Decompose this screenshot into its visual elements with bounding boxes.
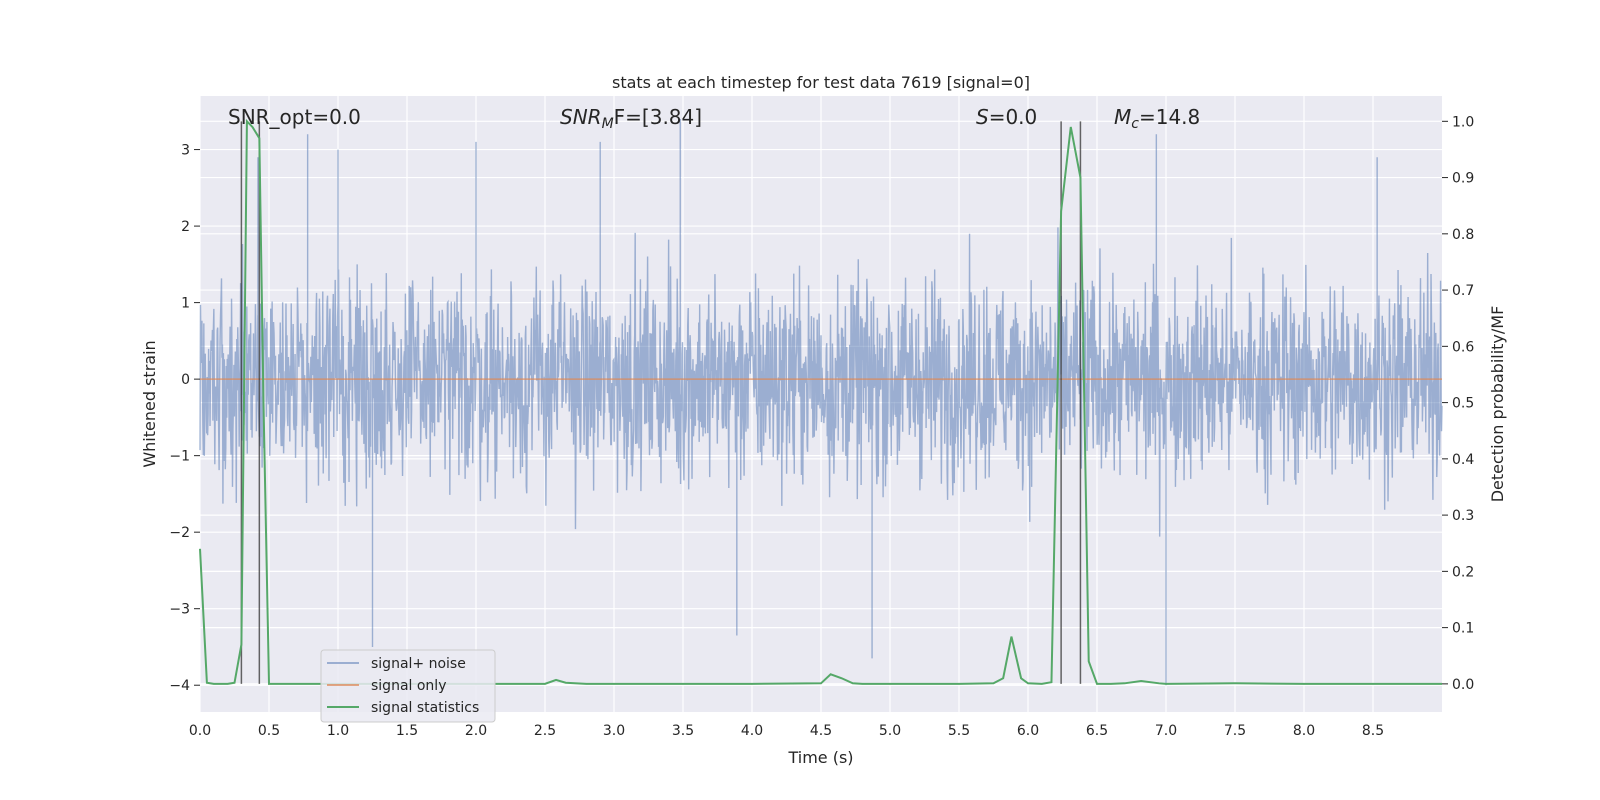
y-tick-label: 1 [181,296,190,312]
x-tick-label: 4.5 [810,723,832,739]
legend-box [320,649,496,723]
annotation-mc-main: M [1114,105,1131,129]
y2-tick-label: 0.1 [1452,621,1474,637]
x-tick-label: 1.0 [327,723,349,739]
y-tick-label: −1 [169,449,190,465]
x-tick-label: 6.5 [1086,723,1108,739]
legend-label-signal-statistics: signal statistics [371,700,479,716]
x-tick-label: 0.0 [189,723,211,739]
y-tick-label: −3 [169,602,190,618]
annotation-snr-mf-sub: M [602,116,614,132]
legend-label-signal-noise: signal+ noise [371,656,466,672]
y2-tick-label: 1.0 [1452,114,1474,130]
chart-title: stats at each timestep for test data 761… [612,73,1030,92]
annotation-mc-sub: c [1131,116,1139,132]
x-tick-label: 8.5 [1362,723,1384,739]
annotation-mc: Mc=14.8 [1114,105,1200,132]
y2-axis-label: Detection probability/MF [1488,306,1507,503]
x-tick-label: 7.5 [1224,723,1246,739]
x-tick-label: 0.5 [258,723,280,739]
y2-tick-label: 0.6 [1452,339,1474,355]
series-signal-statistics [199,118,1442,685]
x-tick-label: 5.5 [948,723,970,739]
annotation-s: S=0.0 [976,105,1037,129]
y-tick-label: 3 [181,143,190,159]
y-tick-label: 2 [181,219,190,235]
y-tick-label: −4 [169,678,190,694]
y2-tick-label: 0.0 [1452,677,1474,693]
annotation-mc-rest: =14.8 [1139,105,1200,129]
y2-tick-label: 0.7 [1452,283,1474,299]
x-axis-label: Time (s) [787,748,853,767]
series-line-signal-statistics [199,118,1442,685]
series-line-signal-noise [199,118,1443,686]
x-tick-label: 7.0 [1155,723,1177,739]
x-tick-label: 4.0 [741,723,763,739]
x-tick-label: 3.5 [672,723,694,739]
annotation-s-rest: =0.0 [989,105,1038,129]
x-tick-label: 1.5 [396,723,418,739]
y2-tick-label: 0.3 [1452,508,1474,524]
x-tick-labels: 0.0 0.5 1.0 1.5 2.0 2.5 3.0 3.5 4.0 4.5 5.0 5.5 6.0 6… [189,723,1384,739]
y2-tick-label: 0.9 [1452,171,1474,187]
series-signal-noise [199,118,1443,686]
y2-tick-label: 0.4 [1452,452,1474,468]
y-tick-label: 0 [181,372,190,388]
y-tick-label: −2 [169,525,190,541]
x-tick-label: 6.0 [1017,723,1039,739]
annotation-snr-opt: SNR_opt=0.0 [228,105,361,129]
y2-tick-label: 0.2 [1452,564,1474,580]
annotation-s-italic: S [976,105,989,129]
annotation-snr-mf-rest: F=[3.84] [614,105,702,129]
annotation-snr-mf: SNRMF=[3.84] [560,105,702,132]
y-tick-labels: 3 2 1 0 −1 −2 −3 −4 [169,143,200,694]
x-tick-label: 8.0 [1293,723,1315,739]
legend: signal+ noise signal only signal statist… [320,649,496,723]
y-axis-label: Whitened strain [140,340,159,467]
annotation-snr-mf-main: SNR [560,105,602,129]
y2-tick-labels: 1.0 0.9 0.8 0.7 0.6 0.5 0.4 0.3 0.2 0.1 0.0 [1442,114,1474,693]
x-tick-label: 2.5 [534,723,556,739]
y2-tick-label: 0.5 [1452,396,1474,412]
x-tick-label: 3.0 [603,723,625,739]
legend-label-signal-only: signal only [371,678,446,694]
x-tick-label: 2.0 [465,723,487,739]
x-tick-label: 5.0 [879,723,901,739]
y2-tick-label: 0.8 [1452,227,1474,243]
